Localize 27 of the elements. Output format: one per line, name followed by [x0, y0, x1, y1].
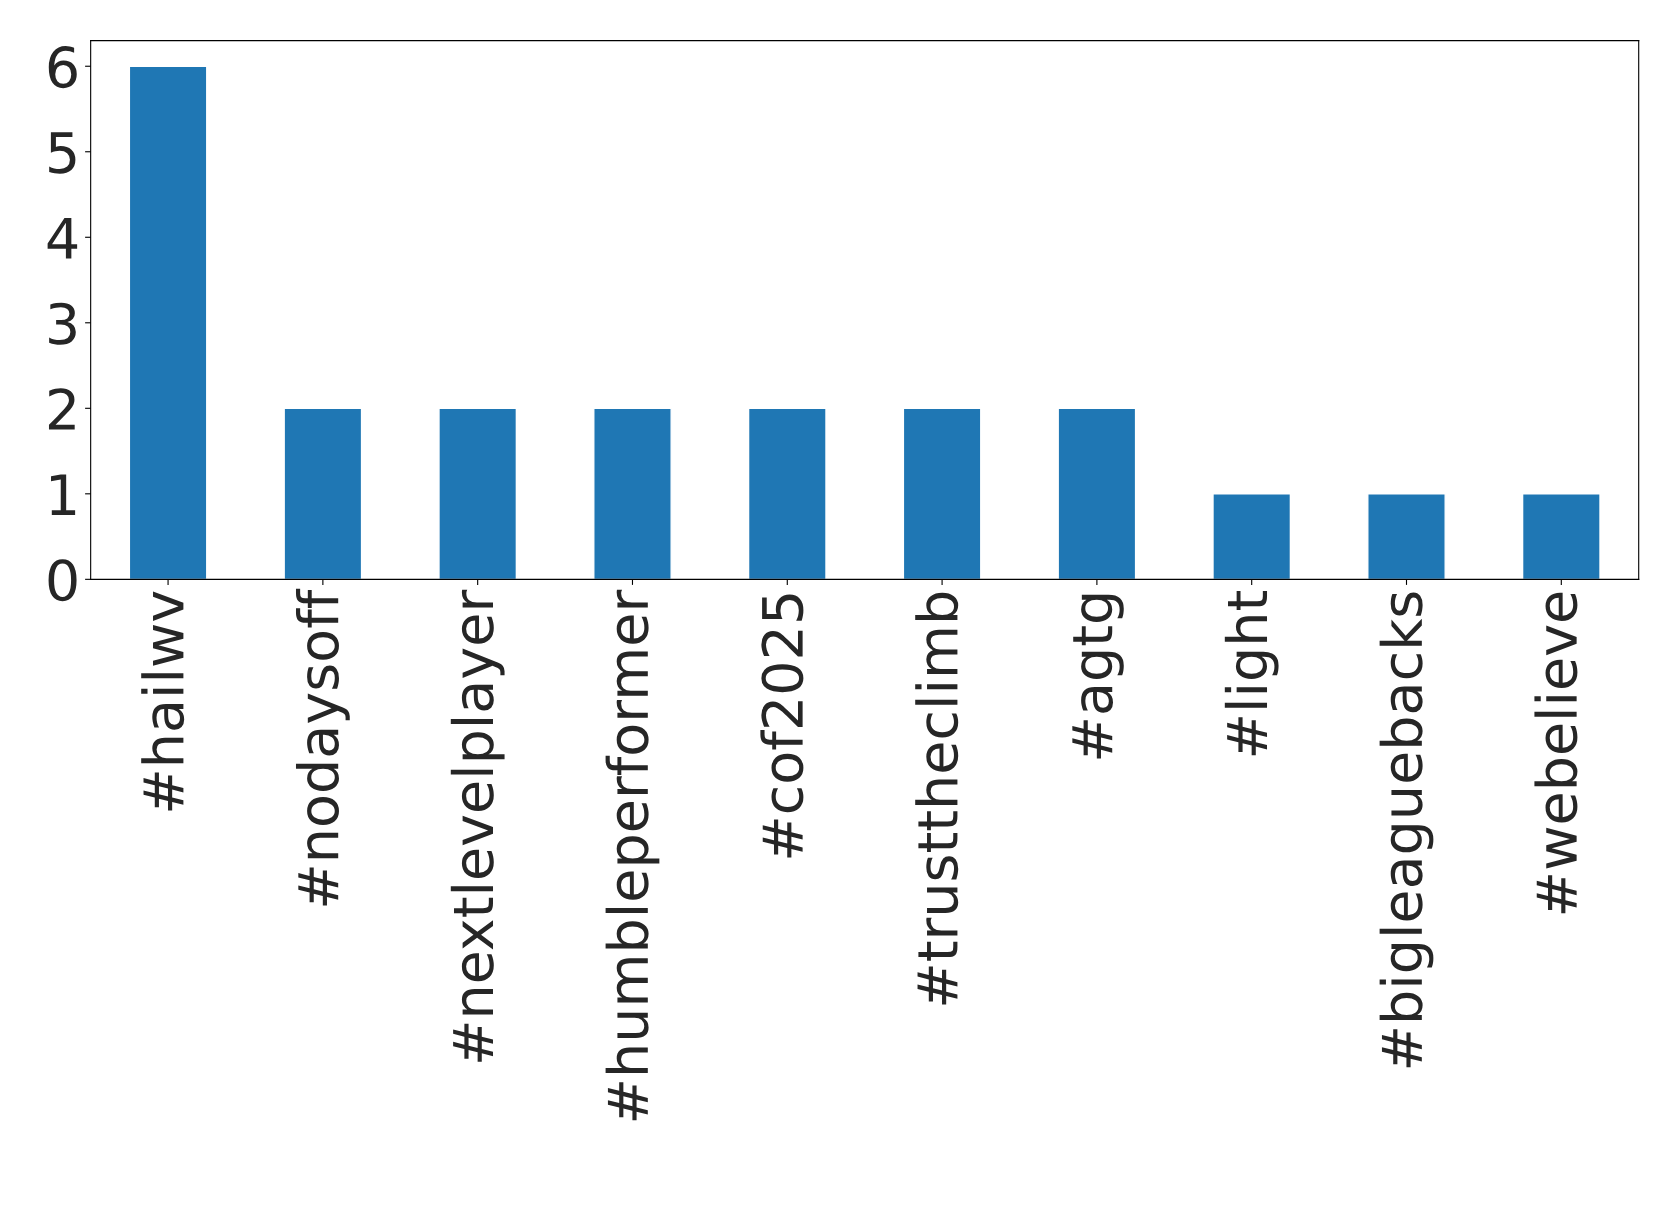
- y-tick-label: 4: [47, 217, 78, 259]
- bar: [283, 407, 363, 580]
- x-tick-label: #cof2025: [760, 594, 804, 858]
- y-tick-label: 3: [49, 302, 76, 345]
- bar: [902, 407, 982, 580]
- y-tick-label: 0: [48, 559, 77, 602]
- bar: [593, 407, 672, 580]
- x-tick-label: #agtg: [1072, 594, 1124, 759]
- y-tick-label: 1: [51, 474, 76, 515]
- x-tick-label: #light: [1224, 591, 1279, 756]
- x-tick-label: #nodaysoff: [295, 588, 350, 906]
- x-tick-label: #hailwv: [141, 591, 185, 811]
- bar: [1521, 493, 1601, 580]
- y-tick-label: 2: [48, 388, 75, 430]
- bar: [438, 407, 518, 580]
- y-tick-label: 5: [49, 132, 76, 174]
- x-tick-label: #webelieve: [1534, 592, 1578, 914]
- bar: [128, 65, 208, 580]
- y-tick-label: 6: [48, 46, 77, 89]
- x-tick-label: #humbleperformer: [605, 589, 660, 1121]
- bar: [1057, 407, 1137, 580]
- x-tick-label: #bigleaguebacks: [1379, 592, 1434, 1068]
- bar: [747, 407, 827, 580]
- x-tick-label: #nextlevelplayer: [450, 589, 505, 1062]
- bar: [1367, 493, 1446, 580]
- x-tick-label: #trusttheclimb: [915, 592, 959, 1005]
- bar: [1212, 493, 1292, 580]
